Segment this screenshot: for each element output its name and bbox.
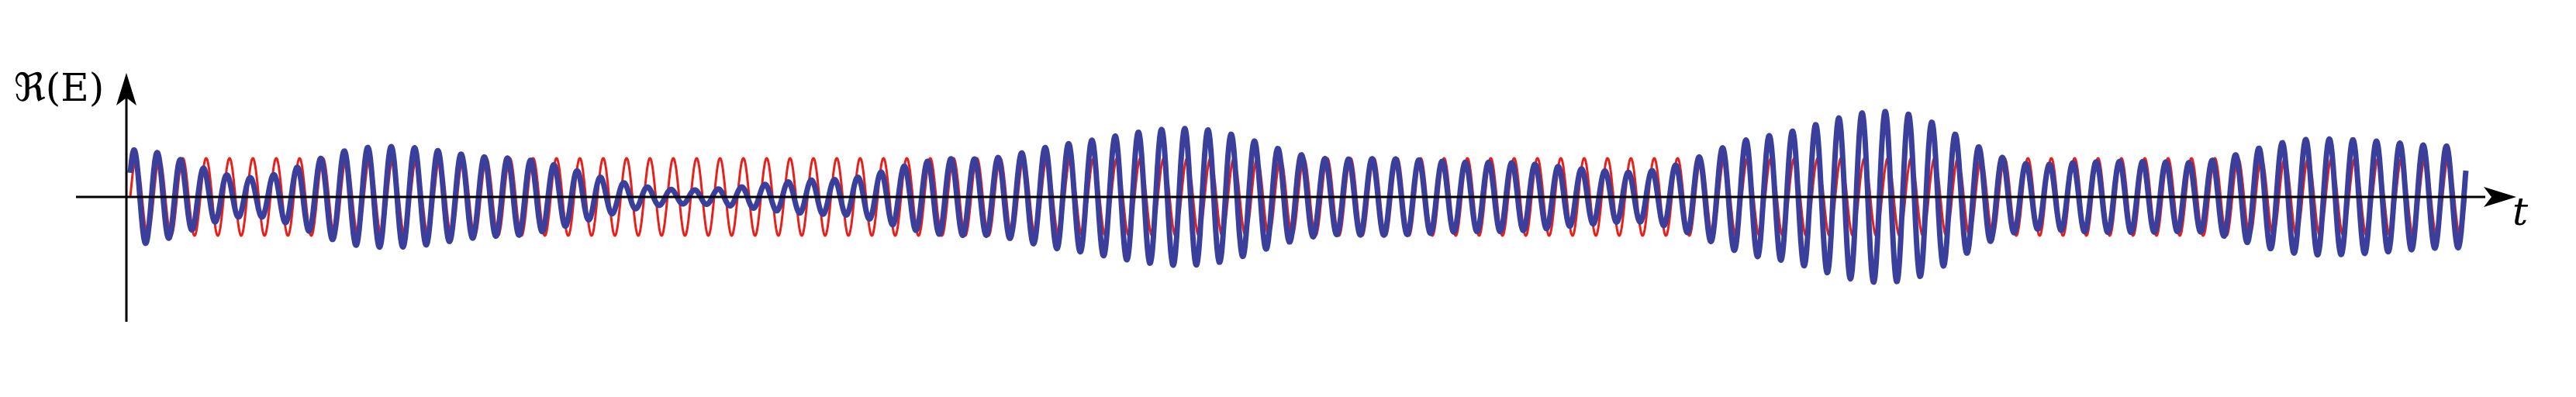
series-line-signal [127,109,2469,285]
x-axis-label: t [2512,189,2529,234]
y-axis-label: ℜ(E) [14,65,104,110]
x-axis-arrow-icon [2484,187,2516,207]
y-axis-arrow-icon [116,73,136,105]
